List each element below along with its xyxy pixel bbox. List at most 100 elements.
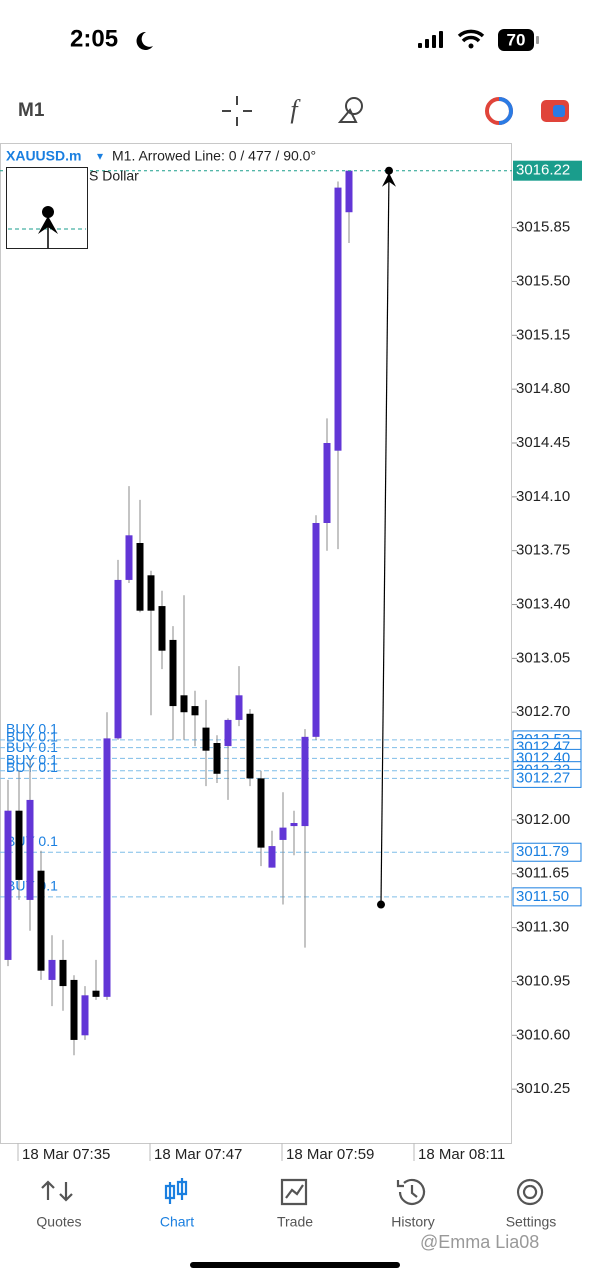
x-tick-label: 18 Mar 07:59: [286, 1146, 374, 1163]
bottom-nav: Quotes Chart Trade History Settings: [36, 1178, 556, 1230]
indicator-icon[interactable]: f: [290, 95, 301, 124]
current-price-label: 3016.22: [516, 162, 570, 179]
candle-body: [191, 706, 199, 716]
level-price-box: [512, 768, 582, 788]
candle-body: [180, 695, 188, 713]
candle-body: [268, 846, 276, 868]
timeframe[interactable]: M1: [18, 100, 45, 121]
clock: 2:05: [70, 25, 118, 52]
y-tick-label: 3015.15: [516, 326, 570, 343]
moon-icon: [136, 31, 153, 50]
y-tick-label: 3010.95: [516, 972, 570, 989]
level-price-label: 3011.79: [516, 843, 569, 860]
nav-icon[interactable]: [280, 1178, 308, 1206]
y-tick-label: 3011.30: [516, 919, 569, 936]
candle-body: [301, 736, 309, 827]
nav-icon[interactable]: [396, 1178, 426, 1205]
candle-body: [15, 810, 23, 880]
candle-body: [202, 727, 210, 751]
symbol[interactable]: XAUUSD.m: [6, 148, 81, 164]
y-tick-label: 3014.80: [516, 380, 570, 397]
y-tick-label: 3010.60: [516, 1026, 570, 1043]
level-price-box: [512, 842, 582, 862]
level-price-box: [512, 887, 582, 907]
candle-body: [59, 959, 67, 987]
candle-body: [246, 713, 254, 779]
candle-body: [279, 827, 287, 840]
candle-body: [345, 170, 353, 213]
order-label[interactable]: BUY 0.1: [6, 759, 58, 775]
candle-body: [48, 959, 56, 980]
candle-body: [103, 738, 111, 997]
order-label[interactable]: BUY 0.1: [6, 751, 58, 767]
objects-icon[interactable]: [337, 97, 363, 123]
candle-body: [136, 543, 144, 611]
battery-tip: [536, 36, 539, 44]
x-tick-label: 18 Mar 07:47: [154, 1146, 242, 1163]
y-tick-label: 3015.50: [516, 272, 570, 289]
candle-body: [257, 778, 265, 848]
arrowed-line[interactable]: [380, 170, 390, 905]
battery: [498, 29, 534, 51]
x-tick-label: 18 Mar 08:11: [418, 1146, 505, 1163]
candle-body: [114, 579, 122, 739]
y-tick-label: 3011.65: [516, 865, 569, 882]
candle-body: [70, 979, 78, 1040]
candle-body: [147, 575, 155, 611]
arrow-anchor[interactable]: [377, 900, 385, 909]
candle-body: [158, 606, 166, 651]
chart-subtitle: M1. Arrowed Line: 0 / 477 / 90.0°: [112, 148, 316, 164]
candle-body: [4, 810, 12, 960]
candle-body: [92, 990, 100, 997]
trade-icon[interactable]: [541, 100, 569, 122]
y-tick-label: 3013.05: [516, 649, 570, 666]
y-tick-label: 3014.45: [516, 434, 570, 451]
arrow-anchor[interactable]: [385, 166, 393, 175]
y-tick-label: 3015.85: [516, 219, 570, 236]
account-icon[interactable]: [485, 97, 513, 125]
y-tick-label: 3012.00: [516, 811, 570, 828]
order-label[interactable]: BUY 0.1: [6, 728, 58, 744]
order-label[interactable]: BUY 0.1: [6, 739, 58, 755]
y-tick-label: 3013.75: [516, 542, 570, 559]
candle-body: [312, 523, 320, 737]
watermark: @Emma Lia08: [420, 1232, 539, 1252]
nav-label[interactable]: Trade: [277, 1214, 313, 1230]
nav-label[interactable]: Chart: [160, 1214, 194, 1230]
current-price-box: [513, 160, 582, 181]
candle-body: [26, 799, 34, 900]
y-tick-label: 3014.10: [516, 488, 570, 505]
nav-icon[interactable]: [41, 1180, 73, 1202]
arrow-preview: [6, 167, 88, 249]
chart-frame: [0, 143, 512, 1144]
level-price-label: 3012.27: [516, 769, 570, 786]
candle-body: [37, 870, 45, 971]
nav-label[interactable]: Settings: [506, 1214, 557, 1230]
battery-level: 70: [507, 30, 526, 49]
candle-body: [169, 639, 177, 707]
candle-body: [290, 823, 298, 827]
candle-body: [323, 443, 331, 523]
chart: 3010.25 3010.60 3010.95 3011.30 3011.65 3012.…: [0, 160, 582, 1163]
crosshair-icon[interactable]: [222, 96, 252, 126]
wifi-dot: [468, 43, 474, 49]
order-label[interactable]: BUY 0.1: [6, 721, 58, 737]
candle-body: [334, 187, 342, 451]
candle-body: [224, 719, 232, 747]
nav-label[interactable]: History: [391, 1214, 435, 1230]
symbol-description: S Dollar: [89, 168, 139, 184]
candle-body: [125, 535, 133, 580]
arrow-head: [382, 172, 396, 187]
y-tick-label: 3012.70: [516, 703, 570, 720]
y-tick-label: 3013.40: [516, 596, 570, 613]
nav-icon[interactable]: [164, 1178, 188, 1204]
home-indicator: [190, 1262, 400, 1268]
symbol-dropdown[interactable]: ▾: [97, 149, 103, 163]
wifi-icon: [457, 29, 485, 43]
candle-body: [235, 695, 243, 720]
y-tick-label: 3010.25: [516, 1080, 570, 1097]
nav-icon[interactable]: [516, 1178, 544, 1206]
x-tick-label: 18 Mar 07:35: [22, 1146, 110, 1163]
nav-label[interactable]: Quotes: [36, 1214, 81, 1230]
